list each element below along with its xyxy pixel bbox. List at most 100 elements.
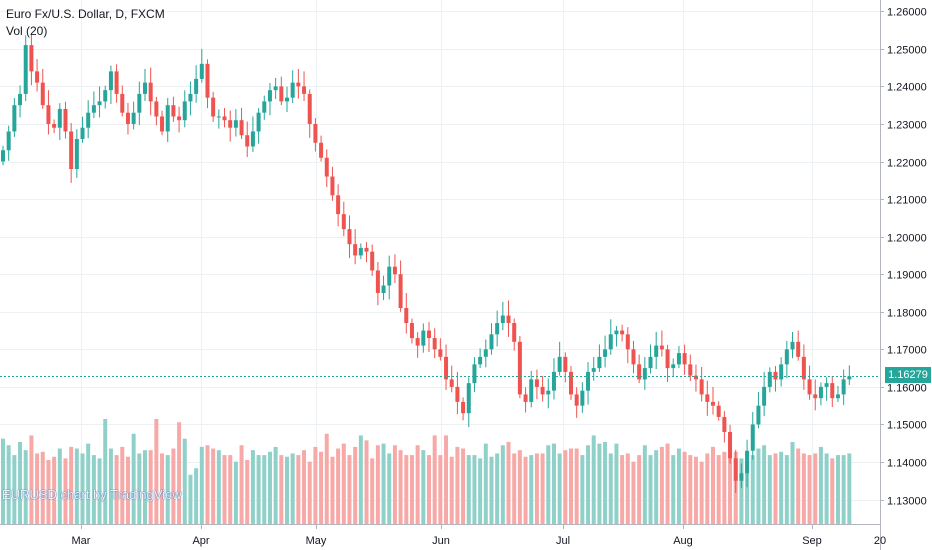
volume-bar	[449, 456, 454, 524]
candle-body	[35, 71, 40, 83]
time-axis[interactable]: Mar Apr May Jun Jul Aug Sep 20	[72, 525, 887, 547]
volume-bar	[676, 448, 681, 524]
volume-bar	[682, 451, 687, 524]
candle-body	[375, 270, 380, 293]
volume-bar	[631, 461, 636, 524]
candle-body	[483, 349, 488, 357]
candle-body	[279, 86, 284, 102]
candle-body	[529, 379, 534, 402]
volume-bar	[438, 455, 443, 524]
volume-bar	[671, 455, 676, 524]
volume-bar	[835, 455, 840, 524]
candle-body	[801, 356, 806, 380]
volume-bar	[262, 455, 267, 524]
volume-bar	[529, 455, 534, 524]
candle-body	[716, 405, 721, 417]
volume-bar	[313, 446, 318, 524]
volume-bar	[841, 455, 846, 524]
candle-body	[381, 285, 386, 293]
volume-bar	[444, 435, 449, 524]
candle-body	[285, 97, 289, 102]
candle-body	[517, 341, 522, 395]
volume-bar	[182, 438, 187, 524]
volume-bar	[273, 446, 278, 524]
volume-bar	[569, 448, 573, 524]
price-tick-label: 1.17000	[887, 345, 927, 357]
time-tick-label: Apr	[192, 535, 209, 547]
candle-body	[745, 450, 750, 474]
volume-bar	[324, 433, 329, 524]
volume-bar	[91, 455, 96, 524]
volume-bar	[63, 458, 68, 525]
volume-bar	[398, 450, 403, 524]
volume-bar	[750, 455, 755, 524]
volume-bar	[347, 455, 352, 524]
volume-bar	[455, 446, 460, 524]
symbol-title[interactable]: Euro Fx/U.S. Dollar, D, FXCM	[6, 7, 165, 21]
volume-bar	[233, 461, 238, 524]
candle-body	[222, 116, 227, 121]
volume-bar	[796, 448, 801, 524]
volume-bar	[625, 453, 630, 524]
candle-body	[23, 45, 28, 94]
volume-bar	[125, 456, 130, 524]
volume-bar	[341, 443, 346, 524]
candle-body	[711, 401, 715, 406]
candle-body	[296, 82, 301, 87]
candle-body	[353, 244, 358, 256]
candle-body	[415, 338, 420, 346]
volume-bar	[711, 446, 715, 524]
candle-body	[693, 375, 698, 380]
candle-body	[841, 379, 846, 395]
volume-bar	[375, 445, 380, 524]
candle-body	[29, 45, 34, 72]
volume-bar	[847, 453, 852, 524]
volume-bar	[506, 441, 511, 524]
volume-bar	[478, 458, 483, 525]
volume-bar	[370, 458, 375, 525]
candle-body	[756, 405, 761, 425]
candle-body	[182, 101, 187, 121]
volume-bar	[784, 455, 789, 524]
volume-indicator-label[interactable]: Vol (20)	[6, 24, 48, 38]
candle-body	[80, 127, 85, 139]
volume-bar	[23, 450, 28, 524]
candle-body	[63, 108, 68, 132]
volume-bar	[250, 450, 255, 524]
candle-body	[569, 371, 573, 395]
volume-bar	[546, 445, 551, 524]
volume-bar	[160, 453, 165, 524]
volume-bar	[779, 451, 784, 524]
time-tick-label: May	[306, 535, 327, 547]
candle-body	[603, 349, 608, 357]
volume-bar	[745, 461, 750, 524]
candle-body	[534, 379, 539, 387]
volume-bar	[665, 443, 670, 524]
volume-bar	[74, 448, 79, 524]
volume-bar	[285, 456, 289, 524]
candle-body	[654, 345, 659, 357]
volume-bar	[211, 448, 216, 524]
volume-bar	[432, 435, 437, 524]
volume-bar	[637, 455, 642, 524]
candle-body	[211, 97, 216, 117]
candle-body	[495, 323, 500, 335]
volume-bar	[801, 453, 806, 524]
candle-body	[455, 386, 460, 402]
candle-body	[216, 116, 221, 118]
candle-body	[421, 330, 426, 346]
candle-body	[665, 349, 670, 369]
volume-bar	[603, 441, 608, 524]
volume-bar	[830, 458, 835, 525]
volume-bar	[35, 453, 40, 524]
price-axis[interactable]: 1.26000 1.25000 1.24000 1.23000 1.22000 1.210…	[880, 7, 927, 508]
volume-bar	[586, 445, 591, 524]
candle-body	[813, 394, 818, 399]
candle-body	[302, 86, 307, 94]
volume-bar	[290, 453, 295, 524]
tradingview-watermark[interactable]: EURUSD chart by TradingView	[2, 487, 182, 502]
candle-body	[807, 379, 812, 395]
candle-body	[427, 330, 431, 339]
